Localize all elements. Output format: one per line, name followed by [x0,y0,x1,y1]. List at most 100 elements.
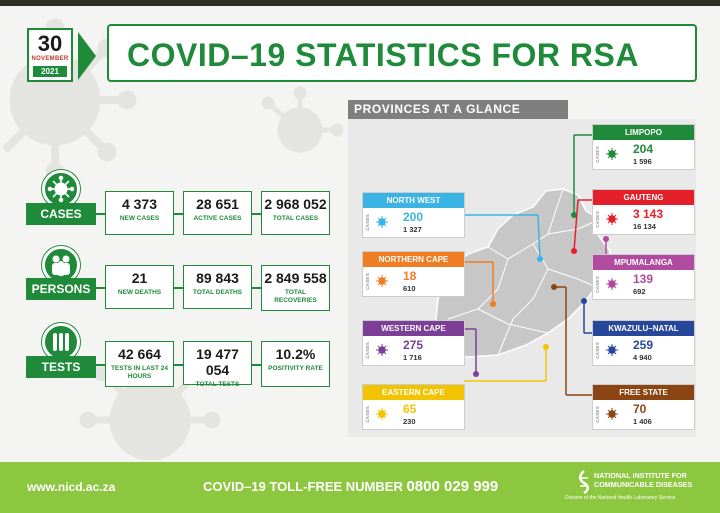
tollfree-label: COVID–19 TOLL-FREE NUMBER [203,479,403,494]
date-day: 30 [37,31,63,56]
stat-value: 42 664 [118,346,161,362]
new-cases-card: 4 373 NEW CASES [105,191,174,235]
stat-label: TOTAL TESTS [195,381,240,388]
province-name: NORTH WEST [363,193,464,208]
virus-icon [376,216,388,228]
title-banner: COVID–19 STATISTICS FOR RSA [107,24,697,82]
virus-icon [606,148,618,160]
cases-connector [96,213,266,215]
province-name: EASTERN CAPE [363,385,464,400]
province-total-cases: 4 940 [633,353,652,362]
cases-caption: CASES [595,406,600,423]
stat-value: 19 477 054 [196,346,239,378]
province-card-kwazulu-natal: KWAZULU–NATAL CASES 259 4 940 [592,320,695,366]
province-total-cases: 16 134 [633,222,656,231]
date-badge: 30 NOVEMBER 2021 [27,28,73,82]
date-month: NOVEMBER [31,56,69,62]
cases-caption: CASES [365,273,370,290]
tollfree-number[interactable]: 0800 029 999 [406,478,499,495]
province-name: NORTHERN CAPE [363,252,464,267]
stat-label: TOTAL CASES [272,215,319,222]
province-new-cases: 70 [633,402,647,416]
province-card-eastern-cape: EASTERN CAPE CASES 65 230 [362,384,465,430]
stat-value: 2 849 558 [264,270,327,286]
province-new-cases: 204 [633,142,654,156]
province-new-cases: 275 [403,338,424,352]
virus-icon [606,344,618,356]
province-card-western-cape: WESTERN CAPE CASES 275 1 716 [362,320,465,366]
virus-icon [606,278,618,290]
new-deaths-card: 21 NEW DEATHS [105,265,174,309]
page-title: COVID–19 STATISTICS FOR RSA [127,37,639,73]
cases-caption: CASES [595,276,600,293]
province-total-cases: 230 [403,417,416,426]
tests-24h-card: 42 664 TESTS IN LAST 24 HOURS [105,341,174,387]
province-card-northern-cape: NORTHERN CAPE CASES 18 610 [362,251,465,297]
stat-value: 89 843 [196,270,239,286]
stat-label: TOTAL DEATHS [193,289,242,296]
cases-caption: CASES [595,146,600,163]
cases-caption: CASES [595,342,600,359]
persons-label: PERSONS [26,278,96,300]
total-tests-card: 19 477 054 TOTAL TESTS [183,341,252,388]
footer: www.nicd.ac.za COVID–19 TOLL-FREE NUMBER… [0,462,720,513]
province-new-cases: 259 [633,338,654,352]
stat-value: 28 651 [196,196,239,212]
province-name: KWAZULU–NATAL [593,321,694,336]
province-card-limpopo: LIMPOPO CASES 204 1 596 [592,124,695,170]
cases-caption: CASES [595,211,600,228]
province-total-cases: 1 406 [633,417,652,426]
stat-value: 4 373 [121,196,158,212]
province-card-north-west: NORTH WEST CASES 200 1 327 [362,192,465,238]
province-total-cases: 1 327 [403,225,422,234]
stat-value: 2 968 052 [264,196,327,212]
total-cases-card: 2 968 052 TOTAL CASES [261,191,330,235]
stat-label: TESTS IN LAST 24 HOURS [110,365,169,380]
cases-label: CASES [26,203,96,225]
nicd-name-line1: NATIONAL INSTITUTE FOR [594,471,687,480]
province-total-cases: 1 596 [633,157,652,166]
total-recoveries-card: 2 849 558 TOTAL RECOVERIES [261,265,330,311]
date-arrow-icon [78,32,96,80]
province-name: FREE STATE [593,385,694,400]
virus-icon [376,408,388,420]
province-name: WESTERN CAPE [363,321,464,336]
province-total-cases: 610 [403,284,416,293]
province-card-mpumalanga: MPUMALANGA CASES 139 692 [592,254,695,300]
cases-caption: CASES [365,406,370,423]
positivity-rate-card: 10.2% POSITIVITY RATE [261,341,330,387]
province-name: GAUTENG [593,190,694,205]
stat-value: 10.2% [275,346,316,362]
virus-icon [606,213,618,225]
stat-label: NEW DEATHS [117,289,162,296]
stat-label: ACTIVE CASES [193,215,242,222]
province-total-cases: 1 716 [403,353,422,362]
province-new-cases: 18 [403,269,417,283]
virus-icon [376,275,388,287]
province-name: MPUMALANGA [593,255,694,270]
cases-caption: CASES [365,214,370,231]
stat-value: 21 [131,270,148,286]
province-new-cases: 139 [633,272,654,286]
virus-icon [606,408,618,420]
active-cases-card: 28 651 ACTIVE CASES [183,191,252,235]
tollfree-line: COVID–19 TOLL-FREE NUMBER 0800 029 999 [203,478,498,495]
virus-icon [376,344,388,356]
province-new-cases: 65 [403,402,417,416]
tests-connector [96,364,266,366]
province-name: LIMPOPO [593,125,694,140]
nicd-logo-icon [579,470,589,494]
nicd-name-line2: COMMUNICABLE DISEASES [594,480,693,489]
province-new-cases: 3 143 [633,207,664,221]
nicd-name: NATIONAL INSTITUTE FOR COMMUNICABLE DISE… [594,471,692,489]
stat-label: NEW CASES [119,215,160,222]
tests-label: TESTS [26,356,96,378]
website-link[interactable]: www.nicd.ac.za [27,480,116,494]
nicd-subtitle: Division of the National Health Laborato… [565,495,676,501]
persons-connector [96,287,266,289]
total-deaths-card: 89 843 TOTAL DEATHS [183,265,252,309]
province-new-cases: 200 [403,210,424,224]
province-card-free-state: FREE STATE CASES 70 1 406 [592,384,695,430]
date-year: 2021 [33,66,67,77]
stat-label: POSITIVITY RATE [268,365,323,372]
